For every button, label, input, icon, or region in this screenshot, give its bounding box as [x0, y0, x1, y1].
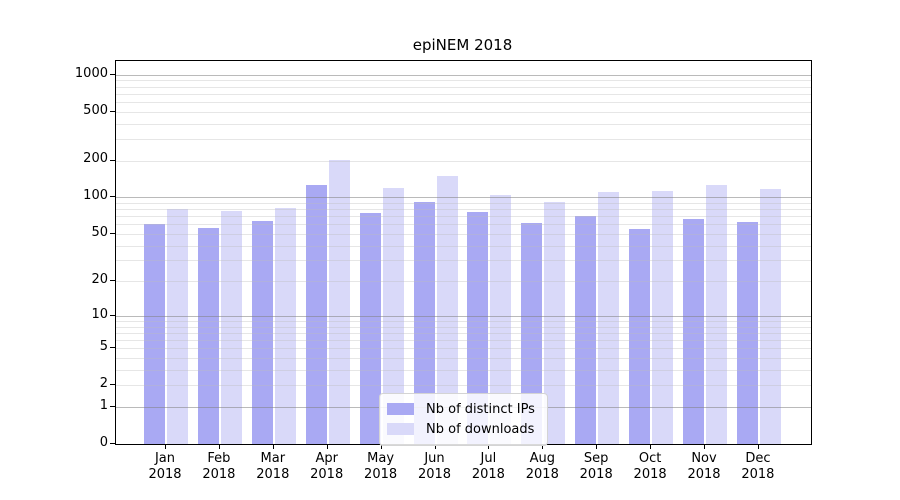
gridline-1000: [116, 74, 811, 76]
xtick-mark-oct: [650, 445, 652, 449]
ytick-mark-0: [110, 443, 115, 444]
xtick-label-jan: Jan 2018: [148, 451, 182, 482]
ytick-mark-10: [110, 314, 115, 316]
gridline-600: [116, 101, 811, 103]
bar-ips-aug: [521, 222, 543, 444]
gridline-300: [116, 138, 811, 140]
bar-downloads-nov: [706, 184, 727, 444]
xtick-mark-jun: [434, 445, 436, 449]
gridline-700: [116, 93, 811, 95]
bar-downloads-oct: [652, 191, 674, 444]
gridline-800: [116, 86, 811, 88]
ips-swatch-icon: [387, 403, 414, 415]
bar-ips-sep: [575, 216, 597, 444]
ytick-label-1000: 1000: [74, 65, 108, 81]
ytick-label-10: 10: [91, 306, 108, 322]
ytick-label-50: 50: [91, 224, 108, 240]
xtick-mark-mar: [272, 445, 274, 449]
bar-downloads-mar: [274, 207, 296, 444]
xtick-mark-jan: [165, 445, 166, 449]
xtick-mark-feb: [218, 445, 220, 449]
gridline-400: [116, 123, 811, 125]
xtick-mark-aug: [542, 445, 544, 449]
ytick-label-100: 100: [83, 188, 108, 204]
xtick-label-aug: Aug 2018: [525, 451, 559, 482]
xtick-mark-dec: [757, 445, 759, 449]
xtick-mark-jul: [488, 445, 490, 449]
bar-downloads-dec: [759, 188, 781, 444]
ytick-mark-50: [110, 232, 115, 234]
ytick-label-0: 0: [99, 435, 108, 450]
ytick-label-5: 5: [99, 339, 108, 355]
ytick-label-200: 200: [83, 151, 108, 167]
bar-downloads-aug: [544, 201, 566, 444]
ytick-mark-1: [110, 405, 115, 407]
xtick-label-jun: Jun 2018: [417, 451, 452, 482]
bar-downloads-feb: [220, 211, 242, 444]
gridline-200: [116, 160, 811, 162]
legend-label-ips: Nb of distinct IPs: [426, 401, 535, 417]
bar-ips-mar: [251, 220, 273, 444]
bar-downloads-sep: [598, 191, 620, 444]
ytick-mark-200: [110, 159, 115, 161]
ytick-mark-500: [110, 110, 115, 112]
bar-ips-feb: [197, 227, 219, 444]
plot-area: Nb of distinct IPs Nb of downloads: [115, 60, 812, 446]
bar-ips-oct: [629, 228, 651, 444]
xtick-label-sep: Sep 2018: [579, 451, 613, 482]
bar-ips-jul: [467, 211, 489, 444]
legend-label-downloads: Nb of downloads: [426, 421, 535, 437]
ytick-label-20: 20: [91, 272, 108, 288]
xtick-mark-nov: [704, 445, 705, 449]
bar-ips-may: [359, 213, 381, 444]
ytick-label-1: 1: [99, 397, 108, 413]
xtick-label-feb: Feb 2018: [202, 451, 236, 482]
bar-downloads-jan: [167, 209, 188, 444]
bar-ips-nov: [683, 219, 704, 444]
bar-ips-jan: [144, 224, 165, 444]
xtick-mark-apr: [326, 445, 328, 449]
bar-ips-dec: [736, 221, 758, 444]
ytick-label-500: 500: [83, 102, 108, 118]
ytick-mark-100: [110, 196, 115, 198]
downloads-swatch-icon: [387, 423, 414, 435]
xtick-label-dec: Dec 2018: [741, 451, 775, 482]
bar-downloads-jun: [436, 175, 458, 444]
bar-ips-apr: [305, 185, 327, 444]
ytick-mark-1000: [110, 73, 115, 75]
bar-ips-jun: [413, 201, 435, 444]
ytick-mark-20: [110, 280, 115, 282]
xtick-label-oct: Oct 2018: [633, 451, 667, 482]
legend: Nb of distinct IPs Nb of downloads: [379, 393, 548, 446]
xtick-mark-sep: [596, 445, 598, 449]
ytick-mark-5: [110, 347, 115, 349]
xtick-label-may: May 2018: [364, 451, 398, 482]
bar-downloads-jul: [490, 194, 512, 444]
ytick-label-2: 2: [99, 376, 108, 392]
xtick-label-mar: Mar 2018: [256, 451, 290, 482]
xtick-label-nov: Nov 2018: [687, 451, 721, 482]
xtick-label-apr: Apr 2018: [310, 451, 344, 482]
bar-downloads-apr: [328, 160, 350, 444]
legend-row-downloads: Nb of downloads: [387, 419, 535, 439]
xtick-label-jul: Jul 2018: [471, 451, 505, 482]
gridline-500: [116, 111, 811, 113]
legend-row-ips: Nb of distinct IPs: [387, 399, 535, 419]
xtick-mark-may: [380, 445, 382, 449]
ytick-mark-2: [110, 384, 115, 386]
gridline-900: [116, 80, 811, 82]
chart-title: epiNEM 2018: [412, 36, 513, 54]
